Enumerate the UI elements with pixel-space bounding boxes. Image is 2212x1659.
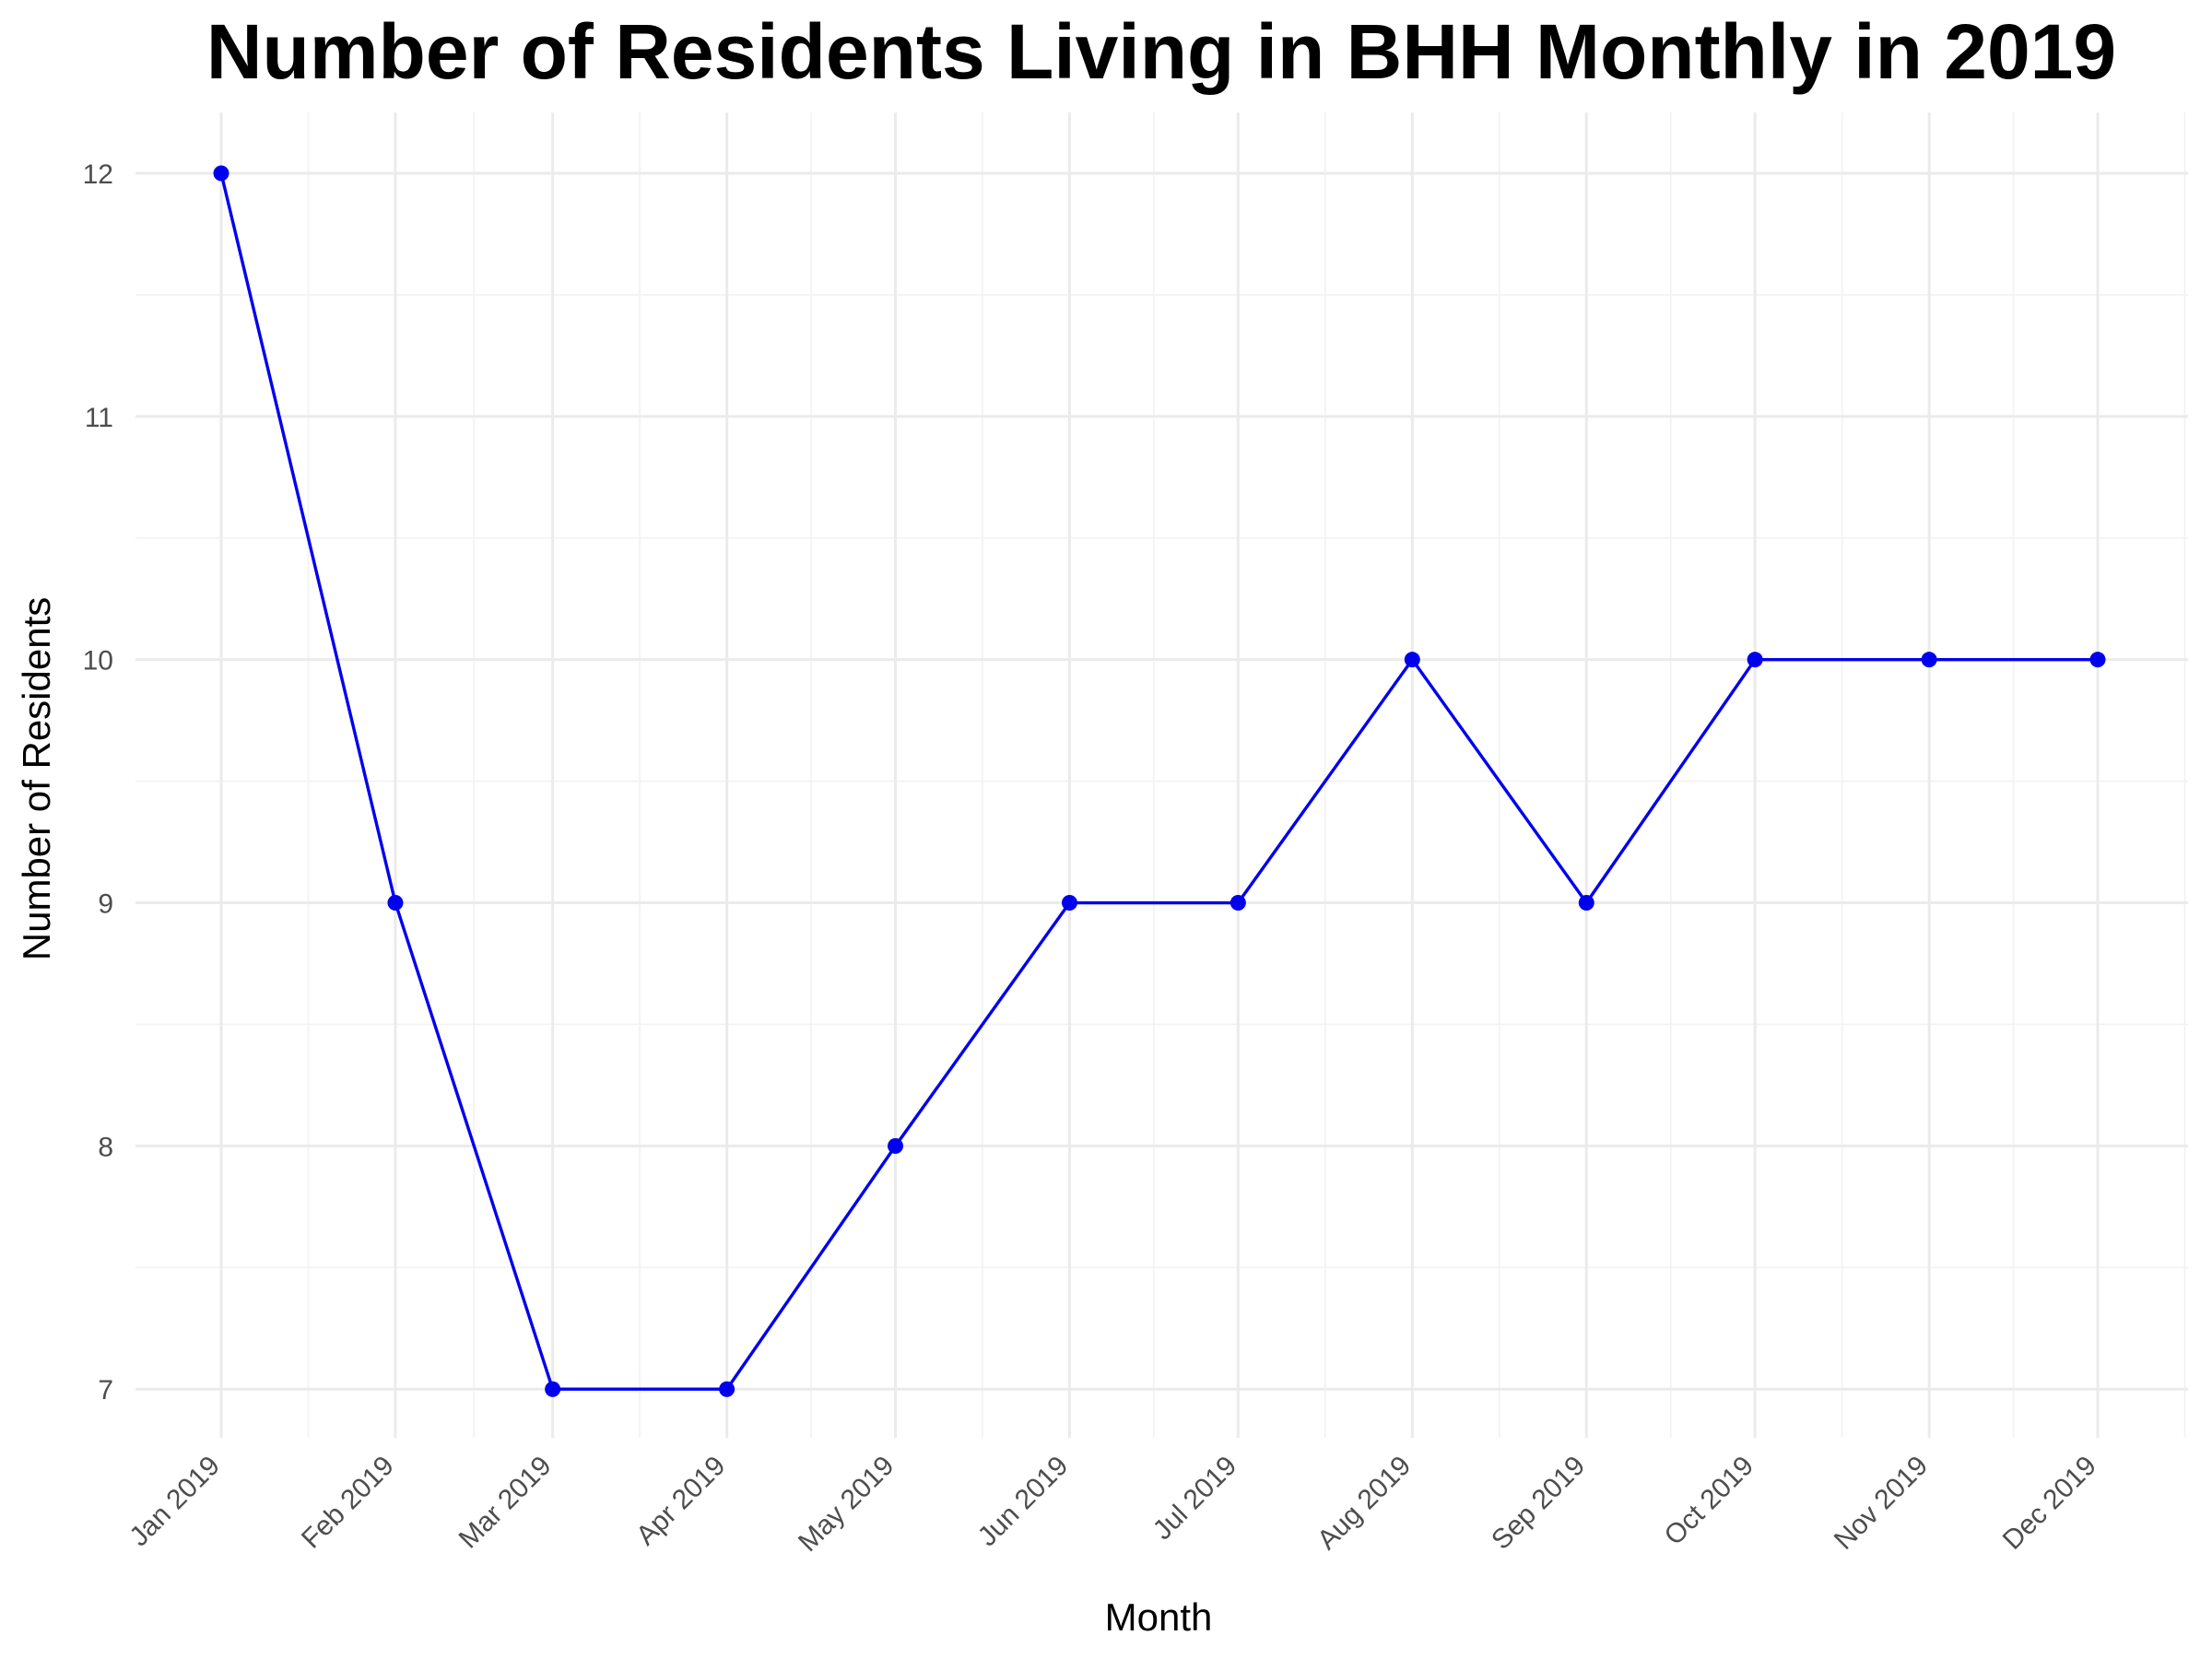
data-point	[1921, 652, 1937, 668]
data-point	[1061, 895, 1077, 912]
chart-title: Number of Residents Living in BHH Monthl…	[206, 8, 2116, 95]
data-point	[719, 1381, 735, 1397]
y-tick-label: 8	[98, 1132, 113, 1162]
grid	[135, 112, 2188, 1438]
y-tick-labels: 7 8 9 10 11 12	[83, 159, 113, 1406]
data-point	[1404, 652, 1420, 668]
series-layer	[213, 165, 2106, 1397]
y-tick-label: 10	[83, 646, 113, 677]
data-point	[213, 165, 229, 182]
data-point	[1230, 895, 1246, 912]
data-point	[387, 895, 404, 912]
series-line	[219, 172, 2098, 1391]
data-point	[2089, 652, 2106, 668]
data-point	[1578, 895, 1594, 912]
data-point	[1747, 652, 1763, 668]
data-point	[545, 1381, 561, 1397]
y-tick-label: 7	[98, 1375, 113, 1406]
y-axis-label: Number of Residents	[15, 597, 58, 961]
y-tick-label: 9	[98, 889, 113, 920]
y-tick-label: 12	[83, 159, 113, 190]
x-axis-label: Month	[1105, 1595, 1213, 1639]
y-tick-label: 11	[85, 403, 113, 433]
data-point	[887, 1137, 903, 1154]
